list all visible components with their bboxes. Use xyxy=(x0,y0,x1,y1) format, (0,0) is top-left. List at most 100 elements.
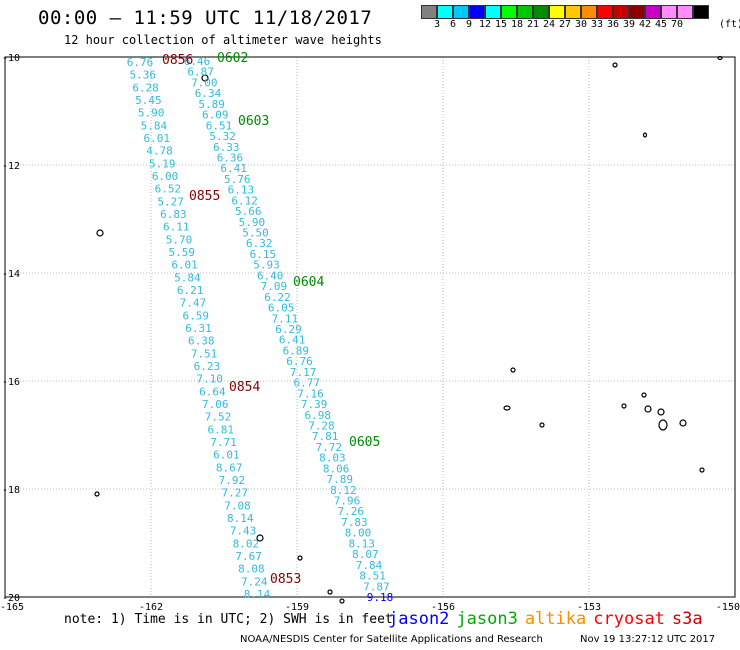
legend-label: 42 xyxy=(638,19,652,30)
swh-value: 6.59 xyxy=(182,309,209,322)
swh-value: 6.34 xyxy=(195,87,222,100)
legend-label: 9 xyxy=(465,19,473,30)
legend-swatch xyxy=(613,5,629,19)
swh-value: 6.83 xyxy=(160,208,187,221)
swh-value: 7.16 xyxy=(297,387,324,400)
latitude-label: -14 xyxy=(2,269,20,280)
swh-value: 6.23 xyxy=(194,360,221,373)
island-outline xyxy=(327,589,333,595)
swh-value: 6.77 xyxy=(294,377,321,390)
pass-time-label: 0602 xyxy=(217,51,248,66)
swh-value: 7.39 xyxy=(301,398,328,411)
pass-time-label: 0853 xyxy=(270,572,301,587)
legend-swatch xyxy=(661,5,677,19)
swh-value: 7.24 xyxy=(241,575,268,588)
legend-swatches xyxy=(421,5,709,19)
island-outline xyxy=(503,405,511,411)
swh-value: 5.76 xyxy=(224,173,251,186)
footnote: note: 1) Time is in UTC; 2) SWH is in fe… xyxy=(64,612,393,627)
swh-value: 8.03 xyxy=(319,452,346,465)
island-outline xyxy=(256,534,264,542)
swh-value: 6.46 xyxy=(184,55,211,68)
swh-value: 5.90 xyxy=(239,216,266,229)
swh-value: 7.71 xyxy=(210,436,237,449)
swh-value: 7.83 xyxy=(341,516,368,529)
map-grid xyxy=(4,56,736,598)
swh-value: 5.36 xyxy=(130,69,157,82)
pass-time-label: 0855 xyxy=(189,189,220,204)
swh-value: 5.93 xyxy=(253,259,280,272)
swh-value: 6.89 xyxy=(283,344,310,357)
generated-timestamp: Nov 19 13:27:12 UTC 2017 xyxy=(580,634,716,645)
swh-value: 7.81 xyxy=(312,430,339,443)
island-outline xyxy=(612,62,618,68)
legend-swatch xyxy=(549,5,565,19)
legend-label: 18 xyxy=(510,19,524,30)
swh-value: 8.14 xyxy=(244,588,271,601)
swh-value: 8.00 xyxy=(345,527,372,540)
legend-label: 6 xyxy=(449,19,457,30)
swh-value: 6.41 xyxy=(279,334,306,347)
swh-value: 7.72 xyxy=(316,441,343,454)
pass-time-label: 0604 xyxy=(293,275,324,290)
legend-label: 39 xyxy=(622,19,636,30)
swh-value: 7.11 xyxy=(272,312,299,325)
legend-label: 21 xyxy=(526,19,540,30)
swh-value: 6.05 xyxy=(268,302,295,315)
legend-swatch xyxy=(421,5,437,19)
latitude-label: -16 xyxy=(2,377,20,388)
swh-value: 8.51 xyxy=(359,570,386,583)
legend-label: 15 xyxy=(494,19,508,30)
legend-label: 3 xyxy=(433,19,441,30)
swh-value: 5.90 xyxy=(138,107,165,120)
pass-time-label: 0605 xyxy=(349,435,380,450)
latitude-label: -12 xyxy=(2,161,20,172)
longitude-label: -165 xyxy=(0,602,24,613)
swh-value: 6.01 xyxy=(171,259,198,272)
legend-label: 45 xyxy=(654,19,668,30)
swh-value: 7.43 xyxy=(230,525,257,538)
latitude-label: -10 xyxy=(2,53,20,64)
swh-value: 5.70 xyxy=(166,233,193,246)
swh-value: 6.38 xyxy=(188,335,215,348)
swh-value: 7.06 xyxy=(202,398,229,411)
swh-value: 6.15 xyxy=(250,248,277,261)
legend-label: 27 xyxy=(558,19,572,30)
swh-value: 8.14 xyxy=(227,512,254,525)
island-outline xyxy=(621,403,627,409)
legend-swatch xyxy=(693,5,709,19)
swh-value: 5.45 xyxy=(135,94,162,107)
longitude-label: -159 xyxy=(285,602,309,613)
satellite-label: cryosat xyxy=(593,609,665,629)
swh-value: 7.26 xyxy=(337,505,364,518)
longitude-label: -156 xyxy=(431,602,455,613)
legend-unit: (ft) xyxy=(719,19,740,30)
swh-value: 6.51 xyxy=(206,119,233,132)
latitude-label: -20 xyxy=(2,593,20,604)
swh-value: 6.32 xyxy=(246,237,273,250)
pass-time-label: 0854 xyxy=(229,380,260,395)
map-frame xyxy=(4,56,736,598)
swh-value: 5.19 xyxy=(149,157,176,170)
islands xyxy=(94,55,723,604)
swh-value: 5.50 xyxy=(242,227,269,240)
island-outline xyxy=(96,229,104,237)
swh-value: 6.13 xyxy=(228,184,255,197)
island-outline xyxy=(94,491,100,497)
swh-value: 6.33 xyxy=(213,141,240,154)
legend-label: 24 xyxy=(542,19,556,30)
legend-swatch xyxy=(453,5,469,19)
swh-value: 4.78 xyxy=(146,145,173,158)
island-outline xyxy=(658,419,668,431)
swh-value: 8.13 xyxy=(348,537,375,550)
legend-swatch xyxy=(501,5,517,19)
island-outline xyxy=(539,422,545,428)
legend-labels: 3 6 9 12 15 18 21 24 27 30 33 36 39 42 45 70 xyxy=(421,19,709,30)
island-outline xyxy=(644,405,652,413)
swh-value: 7.27 xyxy=(221,487,248,500)
swh-value: 8.06 xyxy=(323,462,350,475)
swh-value: 7.87 xyxy=(363,580,390,593)
island-outline xyxy=(699,467,705,473)
